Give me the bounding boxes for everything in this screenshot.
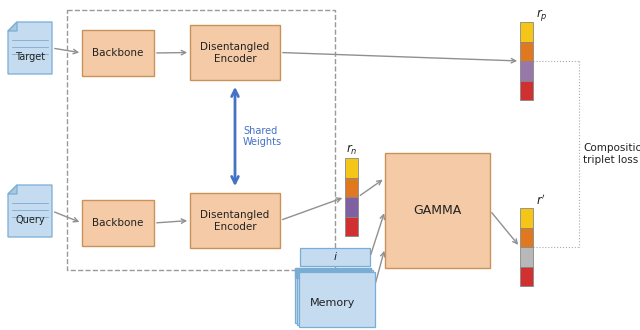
Bar	[345, 197, 358, 216]
Bar	[299, 272, 375, 327]
Text: Compositional
triplet loss: Compositional triplet loss	[583, 143, 640, 165]
Text: Query: Query	[15, 215, 45, 225]
Bar	[190, 193, 280, 248]
Bar	[295, 268, 371, 323]
Bar	[520, 42, 533, 61]
Polygon shape	[8, 22, 17, 31]
Bar	[82, 200, 154, 246]
Text: Disentangled: Disentangled	[200, 43, 269, 52]
Text: Shared
Weights: Shared Weights	[243, 126, 282, 147]
Text: Encoder: Encoder	[214, 53, 256, 63]
Text: GAMMA: GAMMA	[413, 204, 461, 217]
Bar	[520, 208, 533, 227]
Bar	[520, 22, 533, 42]
Bar	[520, 267, 533, 286]
Text: $r'$: $r'$	[536, 194, 546, 208]
Bar	[520, 81, 533, 100]
Polygon shape	[8, 22, 52, 74]
Bar	[345, 158, 358, 178]
Text: Memory: Memory	[310, 299, 356, 309]
Text: $r_n$: $r_n$	[346, 143, 357, 157]
Bar	[345, 216, 358, 236]
Bar	[300, 248, 370, 266]
Text: Backbone: Backbone	[92, 218, 144, 228]
Bar	[82, 30, 154, 76]
Bar	[385, 153, 490, 268]
Bar	[295, 268, 371, 278]
Bar	[520, 61, 533, 81]
Text: Backbone: Backbone	[92, 48, 144, 58]
Text: Encoder: Encoder	[214, 221, 256, 232]
Polygon shape	[8, 185, 17, 194]
Bar	[67, 10, 335, 270]
Text: Disentangled: Disentangled	[200, 211, 269, 220]
Bar	[190, 25, 280, 80]
Polygon shape	[8, 185, 52, 237]
Bar	[297, 270, 373, 325]
Text: $r_p$: $r_p$	[536, 7, 548, 23]
Bar	[520, 227, 533, 247]
Bar	[520, 247, 533, 267]
Bar	[345, 178, 358, 197]
Text: i: i	[333, 252, 337, 262]
Text: Target: Target	[15, 52, 45, 62]
